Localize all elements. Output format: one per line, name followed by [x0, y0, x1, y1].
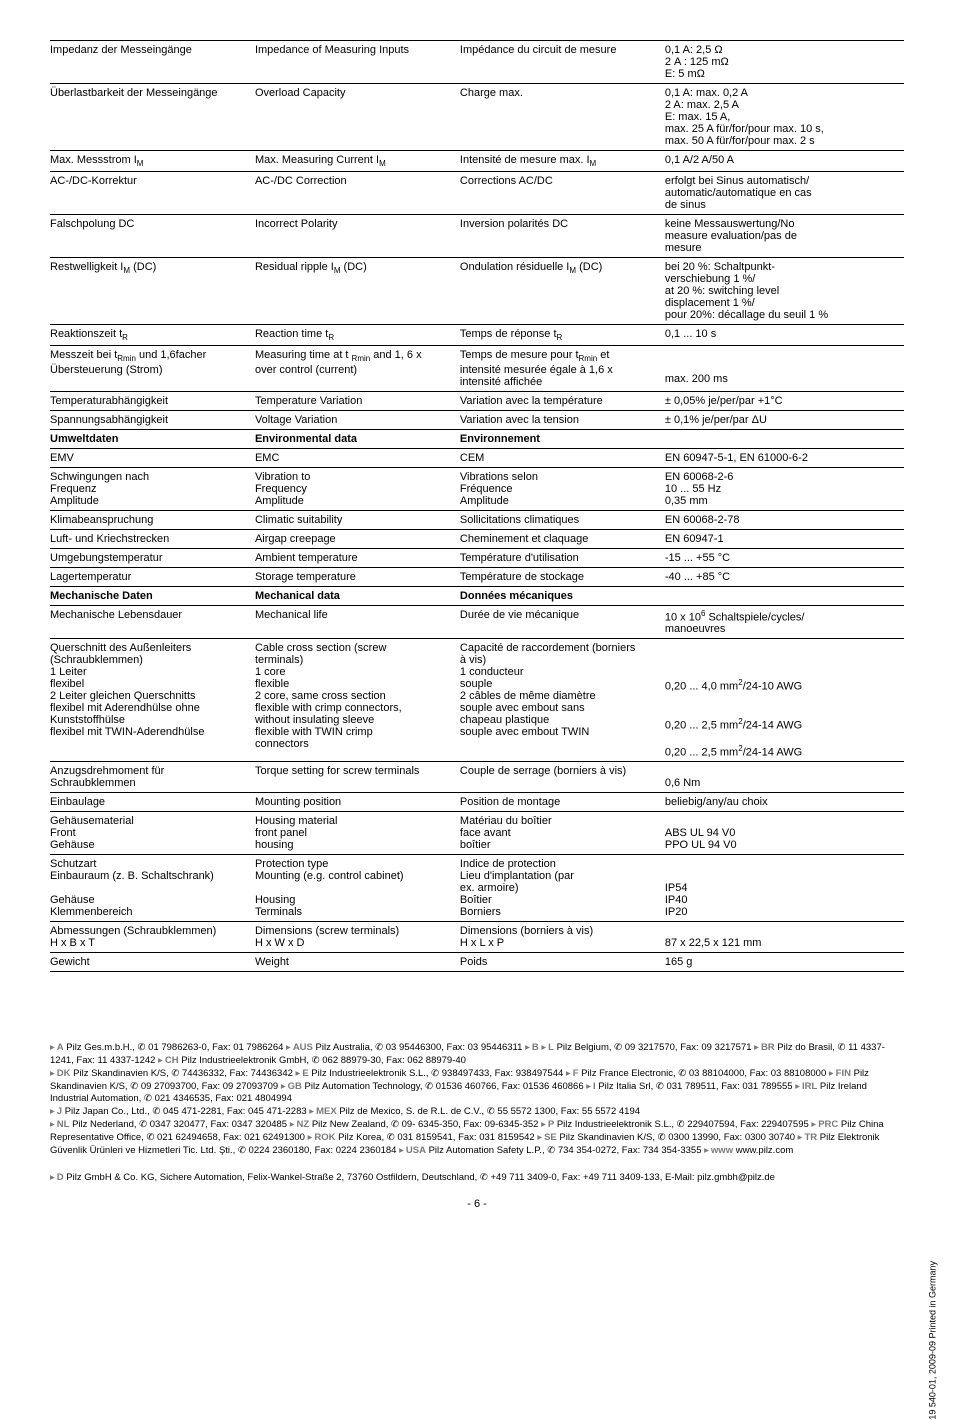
spec-row: Max. Messstrom IMMax. Measuring Current … [50, 151, 904, 172]
page-number: - 6 - [50, 1198, 904, 1210]
spec-row: Reaktionszeit tRReaction time tRTemps de… [50, 325, 904, 346]
spec-row: EinbaulageMounting positionPosition de m… [50, 793, 904, 812]
spec-row: LagertemperaturStorage temperatureTempér… [50, 567, 904, 586]
spec-row: Querschnitt des Außenleiters(Schraubklem… [50, 639, 904, 762]
spec-row: GewichtWeightPoids165 g [50, 953, 904, 972]
section-header-row: UmweltdatenEnvironmental dataEnvironneme… [50, 429, 904, 448]
spec-row: Abmessungen (Schraubklemmen)H x B x TDim… [50, 922, 904, 953]
spec-row: Messzeit bei tRmin und 1,6facherÜbersteu… [50, 346, 904, 391]
spec-row: AC-/DC-KorrekturAC-/DC CorrectionCorrect… [50, 172, 904, 215]
spec-row: Schwingungen nachFrequenzAmplitudeVibrat… [50, 467, 904, 510]
spec-row: GehäusematerialFrontGehäuseHousing mater… [50, 812, 904, 855]
spec-row: KlimabeanspruchungClimatic suitabilitySo… [50, 510, 904, 529]
section-header-row: Mechanische DatenMechanical dataDonnées … [50, 586, 904, 605]
footer-main: ▸D Pilz GmbH & Co. KG, Sichere Automatio… [50, 1172, 904, 1185]
spec-row: UmgebungstemperaturAmbient temperatureTe… [50, 548, 904, 567]
spec-row: Mechanische LebensdauerMechanical lifeDu… [50, 605, 904, 639]
spec-row: Überlastbarkeit der MesseingängeOverload… [50, 84, 904, 151]
spec-row: Impedanz der MesseingängeImpedance of Me… [50, 41, 904, 84]
spec-row: SpannungsabhängigkeitVoltage VariationVa… [50, 410, 904, 429]
print-info: 19 540-01, 2009-09 Printed in Germany [928, 1261, 938, 1420]
spec-row: Anzugsdrehmoment fürSchraubklemmenTorque… [50, 762, 904, 793]
spec-row: Luft- und KriechstreckenAirgap creepageC… [50, 529, 904, 548]
spec-row: TemperaturabhängigkeitTemperature Variat… [50, 391, 904, 410]
spec-row: EMVEMCCEMEN 60947-5-1, EN 61000-6-2 [50, 448, 904, 467]
spec-row: Restwelligkeit IM (DC)Residual ripple IM… [50, 258, 904, 325]
spec-row: Falschpolung DCIncorrect PolarityInversi… [50, 215, 904, 258]
footer-addresses: ▸A Pilz Ges.m.b.H., ✆ 01 7986263-0, Fax:… [50, 1042, 904, 1157]
spec-row: SchutzartEinbauraum (z. B. Schaltschrank… [50, 855, 904, 922]
spec-table: Impedanz der MesseingängeImpedance of Me… [50, 40, 904, 972]
